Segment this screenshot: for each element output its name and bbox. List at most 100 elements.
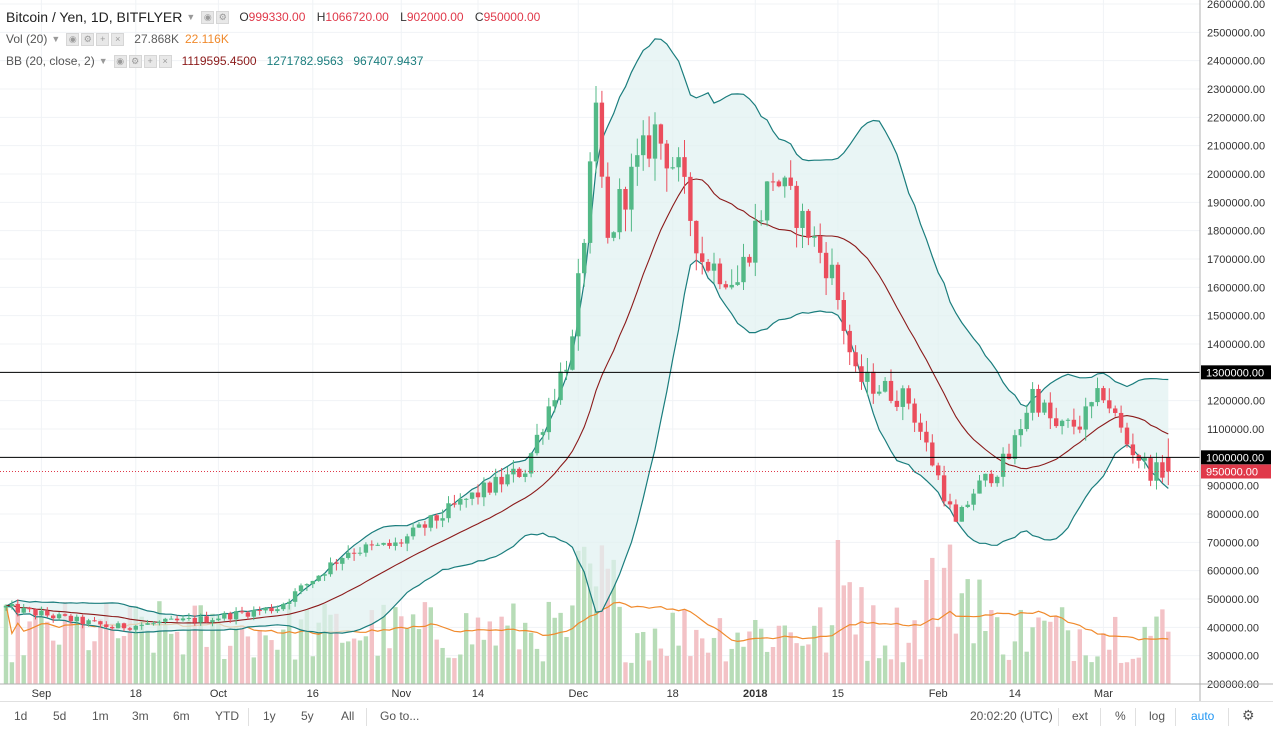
- candle-body[interactable]: [169, 618, 174, 620]
- candle-body[interactable]: [210, 620, 215, 623]
- candle-body[interactable]: [505, 474, 510, 485]
- candle-body[interactable]: [930, 442, 935, 466]
- range-6m[interactable]: 6m: [173, 709, 190, 723]
- eye-icon[interactable]: ◉: [66, 32, 80, 46]
- candle-body[interactable]: [33, 609, 38, 616]
- candle-body[interactable]: [941, 475, 947, 502]
- candle-body[interactable]: [198, 616, 203, 623]
- candle-body[interactable]: [835, 264, 841, 301]
- candle-body[interactable]: [1095, 388, 1100, 403]
- candle-body[interactable]: [1083, 406, 1088, 430]
- candle-body[interactable]: [570, 336, 575, 370]
- candle-body[interactable]: [304, 584, 310, 586]
- candle-body[interactable]: [859, 366, 864, 382]
- range-1y[interactable]: 1y: [263, 709, 276, 723]
- candle-body[interactable]: [664, 143, 669, 169]
- candle-body[interactable]: [393, 542, 398, 546]
- candle-body[interactable]: [1006, 453, 1012, 459]
- candle-body[interactable]: [953, 504, 959, 522]
- candle-body[interactable]: [729, 284, 734, 288]
- candle-body[interactable]: [499, 476, 504, 485]
- candle-body[interactable]: [222, 613, 227, 619]
- candle-body[interactable]: [528, 453, 534, 474]
- candle-body[interactable]: [546, 406, 551, 433]
- range-5y[interactable]: 5y: [301, 709, 314, 723]
- candle-body[interactable]: [1166, 457, 1171, 472]
- candle-body[interactable]: [776, 181, 782, 187]
- candle-body[interactable]: [605, 176, 610, 238]
- candle-body[interactable]: [157, 621, 162, 624]
- candle-body[interactable]: [428, 515, 433, 528]
- candle-body[interactable]: [298, 585, 304, 592]
- candle-body[interactable]: [936, 465, 941, 476]
- candle-body[interactable]: [481, 482, 487, 498]
- candle-body[interactable]: [623, 189, 628, 210]
- candle-body[interactable]: [1071, 419, 1077, 427]
- candle-body[interactable]: [1089, 402, 1094, 407]
- auto-toggle[interactable]: auto: [1191, 709, 1215, 723]
- candle-body[interactable]: [523, 473, 528, 477]
- candle-body[interactable]: [422, 524, 428, 528]
- candle-body[interactable]: [74, 616, 79, 622]
- candle-body[interactable]: [676, 157, 681, 168]
- candle-body[interactable]: [145, 623, 150, 625]
- candle-body[interactable]: [723, 284, 728, 288]
- plus-icon[interactable]: +: [143, 54, 157, 68]
- candle-body[interactable]: [540, 432, 546, 435]
- candle-body[interactable]: [759, 220, 764, 222]
- candle-body[interactable]: [906, 388, 911, 404]
- candle-body[interactable]: [1012, 435, 1018, 459]
- candle-body[interactable]: [552, 400, 557, 407]
- candle-body[interactable]: [871, 371, 876, 394]
- candle-body[interactable]: [115, 623, 121, 629]
- log-toggle[interactable]: log: [1149, 709, 1166, 723]
- candle-body[interactable]: [959, 507, 964, 522]
- candle-body[interactable]: [735, 282, 740, 285]
- bb-label[interactable]: BB (20, close, 2): [6, 54, 95, 68]
- candle-body[interactable]: [316, 575, 321, 581]
- candle-body[interactable]: [340, 557, 345, 564]
- candle-body[interactable]: [410, 527, 416, 537]
- candle-body[interactable]: [68, 615, 74, 622]
- candle-body[interactable]: [292, 591, 298, 602]
- candle-body[interactable]: [841, 300, 846, 331]
- candle-body[interactable]: [133, 625, 138, 630]
- candle-body[interactable]: [882, 380, 888, 392]
- candle-body[interactable]: [1124, 427, 1130, 445]
- candle-body[interactable]: [1148, 458, 1153, 481]
- candle-body[interactable]: [670, 167, 675, 169]
- candle-body[interactable]: [823, 252, 829, 279]
- candle-body[interactable]: [1101, 388, 1106, 401]
- candle-body[interactable]: [900, 388, 905, 407]
- candle-body[interactable]: [1024, 412, 1029, 430]
- candle-body[interactable]: [564, 369, 569, 372]
- candle-body[interactable]: [865, 371, 870, 382]
- candle-body[interactable]: [251, 609, 256, 617]
- candle-body[interactable]: [487, 482, 492, 493]
- gear-icon[interactable]: ⚙: [1242, 707, 1255, 723]
- candle-body[interactable]: [688, 176, 693, 221]
- candle-body[interactable]: [98, 621, 103, 625]
- volume-legend[interactable]: Vol (20) ▼ ◉ ⚙ + × 27.868K 22.116K: [6, 32, 229, 46]
- ext-toggle[interactable]: ext: [1072, 709, 1089, 723]
- candle-body[interactable]: [104, 624, 109, 628]
- candle-body[interactable]: [263, 607, 268, 611]
- candle-body[interactable]: [682, 157, 687, 177]
- candle-body[interactable]: [15, 604, 20, 613]
- candle-body[interactable]: [239, 611, 245, 613]
- eye-icon[interactable]: ◉: [201, 10, 215, 24]
- candle-body[interactable]: [782, 177, 787, 187]
- candle-body[interactable]: [753, 220, 758, 263]
- chevron-down-icon[interactable]: ▼: [51, 34, 61, 44]
- candle-body[interactable]: [45, 610, 50, 616]
- candle-body[interactable]: [770, 181, 776, 183]
- candle-body[interactable]: [1048, 402, 1053, 419]
- candle-body[interactable]: [163, 618, 168, 622]
- candle-body[interactable]: [587, 161, 593, 243]
- candle-body[interactable]: [346, 552, 351, 558]
- candle-body[interactable]: [877, 391, 882, 394]
- candle-body[interactable]: [818, 236, 823, 253]
- candle-body[interactable]: [847, 330, 852, 353]
- candle-body[interactable]: [151, 623, 156, 625]
- volume-label[interactable]: Vol (20): [6, 32, 48, 46]
